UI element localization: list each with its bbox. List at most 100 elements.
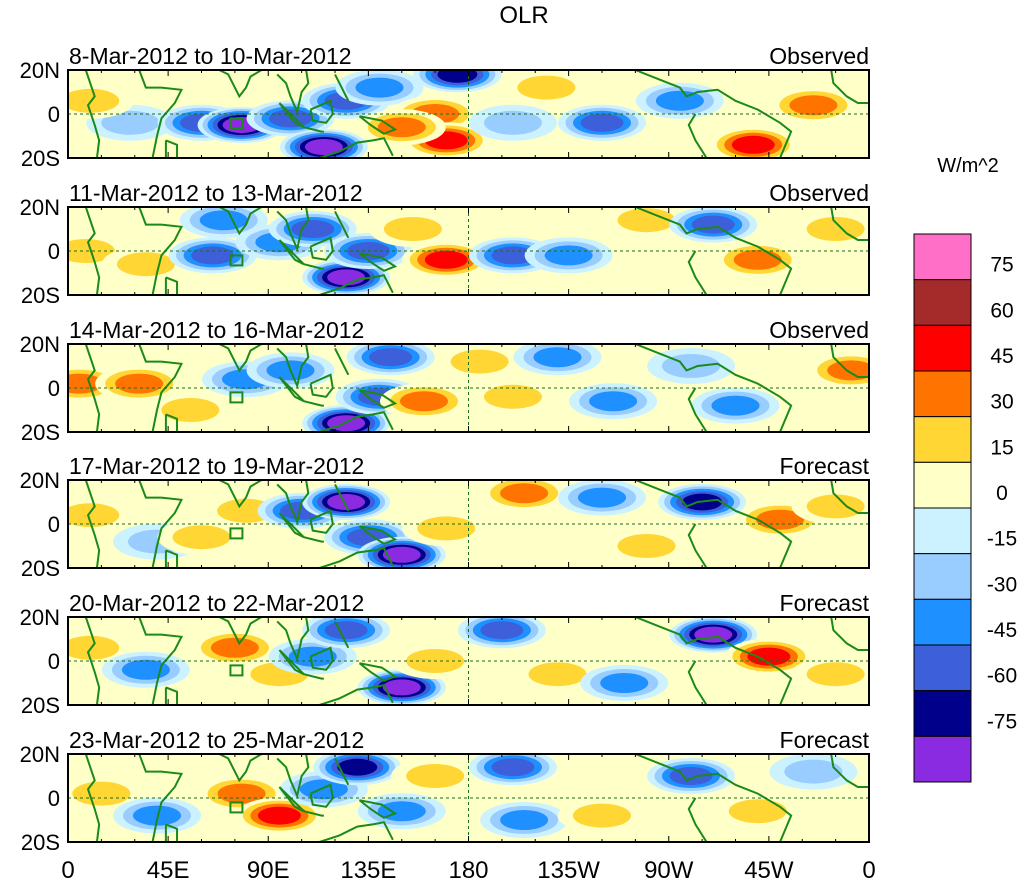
anomaly-contour — [369, 348, 413, 367]
coastline — [218, 70, 263, 99]
coastline — [218, 344, 263, 373]
colorbar-level-label: -15 — [987, 528, 1017, 551]
coastline — [687, 523, 708, 568]
region-box — [229, 117, 244, 130]
colorbar-swatch — [913, 324, 972, 372]
anomaly-contour — [491, 758, 535, 777]
anomaly-contour — [161, 398, 220, 422]
colorbar-level-label: -60 — [987, 665, 1017, 688]
coastline — [164, 413, 179, 432]
anomaly-contour — [600, 673, 649, 693]
anomaly-contour — [437, 70, 478, 83]
anomaly-contour — [133, 805, 181, 826]
coastline — [635, 754, 793, 842]
coastline — [358, 389, 398, 409]
coastline — [319, 411, 394, 432]
coastline — [138, 70, 184, 158]
colorbar-swatch — [913, 690, 972, 737]
coastline — [84, 207, 101, 295]
coastline — [303, 263, 324, 270]
anomaly-contour — [382, 546, 421, 563]
coastline — [334, 757, 350, 786]
y-tick-label: 20N — [20, 332, 60, 357]
coastline — [309, 236, 334, 261]
anomaly-contour — [327, 494, 366, 510]
anomaly-contour — [500, 483, 549, 504]
y-tick-label: 0 — [48, 649, 60, 674]
panels: 20N 0 20S 8-Mar-2012 to 10-Mar-2012 Observed… — [20, 43, 870, 855]
region-box — [229, 254, 244, 267]
y-tick-label: 0 — [48, 239, 60, 264]
anomaly-contour — [68, 635, 120, 660]
coastline — [358, 662, 398, 682]
colorbar-level-label: 45 — [990, 345, 1013, 368]
coastline — [164, 139, 179, 158]
x-tick-label: 90W — [644, 857, 694, 884]
anomaly-contour — [731, 135, 775, 154]
coastline — [309, 99, 334, 124]
y-tick-label: 20N — [20, 58, 60, 83]
coastline — [830, 344, 869, 378]
anomaly-contour — [101, 110, 160, 135]
coastline — [303, 673, 324, 680]
coastline — [319, 274, 394, 295]
anomaly-contour — [711, 395, 760, 416]
coastline — [687, 387, 708, 432]
y-tick-label: 0 — [48, 786, 60, 811]
coastline — [319, 547, 394, 568]
colorbar-units-label: W/m^2 — [937, 155, 999, 177]
coastline — [687, 797, 708, 842]
anomaly-field — [68, 754, 858, 838]
coastline — [309, 646, 334, 671]
anomaly-contour — [217, 783, 266, 804]
x-tick-label: 180 — [448, 857, 488, 884]
panel-kind: Forecast — [780, 727, 870, 753]
coastline — [635, 617, 793, 705]
colorbar-level-label: 60 — [990, 299, 1013, 322]
colorbar-level-label: 15 — [990, 436, 1013, 459]
region-box — [229, 801, 244, 814]
anomaly-contour — [291, 220, 335, 238]
coastline — [687, 113, 708, 158]
colorbar-level-label: 75 — [990, 254, 1013, 277]
coastline — [334, 210, 350, 239]
coastline — [84, 344, 101, 432]
anomaly-contour — [257, 806, 301, 825]
anomaly-contour — [324, 621, 368, 640]
anomaly-contour — [589, 391, 638, 412]
panel-period: 23-Mar-2012 to 25-Mar-2012 — [69, 727, 364, 753]
anomaly-contour — [417, 516, 476, 541]
anomaly-contour — [533, 347, 582, 368]
coastline — [276, 207, 310, 253]
y-tick-label: 20S — [21, 693, 60, 718]
y-tick-label: 0 — [48, 102, 60, 127]
panel-kind: Observed — [769, 317, 869, 343]
coastline — [319, 137, 394, 158]
colorbar-level-label: -30 — [987, 573, 1017, 596]
coastline — [635, 344, 793, 432]
anomaly-contour — [299, 779, 348, 800]
coastlines — [84, 480, 869, 568]
panel-1: 20N 0 20S 8-Mar-2012 to 10-Mar-2012 Observed — [20, 43, 870, 171]
anomaly-contour — [806, 662, 865, 687]
coastline — [358, 799, 398, 819]
anomaly-contour — [728, 799, 787, 824]
panel-4: 20N 0 20S 17-Mar-2012 to 19-Mar-2012 Forecas… — [20, 453, 870, 581]
colorbar-level-label: 30 — [990, 391, 1013, 414]
panel-period: 20-Mar-2012 to 22-Mar-2012 — [69, 590, 364, 616]
coastlines — [84, 344, 869, 432]
anomaly-contour — [68, 373, 104, 394]
coastline — [84, 480, 101, 568]
coastline — [830, 480, 869, 514]
coastline — [138, 617, 184, 705]
coastline — [218, 207, 263, 236]
anomaly-contour — [68, 503, 120, 528]
anomaly-contour — [304, 139, 343, 155]
anomaly-contour — [116, 252, 175, 277]
anomaly-contour — [573, 803, 631, 828]
anomaly-contour — [578, 487, 626, 508]
coastline — [334, 347, 350, 376]
anomaly-contour — [450, 349, 509, 374]
anomaly-contour — [210, 637, 259, 658]
coastline — [635, 70, 793, 158]
